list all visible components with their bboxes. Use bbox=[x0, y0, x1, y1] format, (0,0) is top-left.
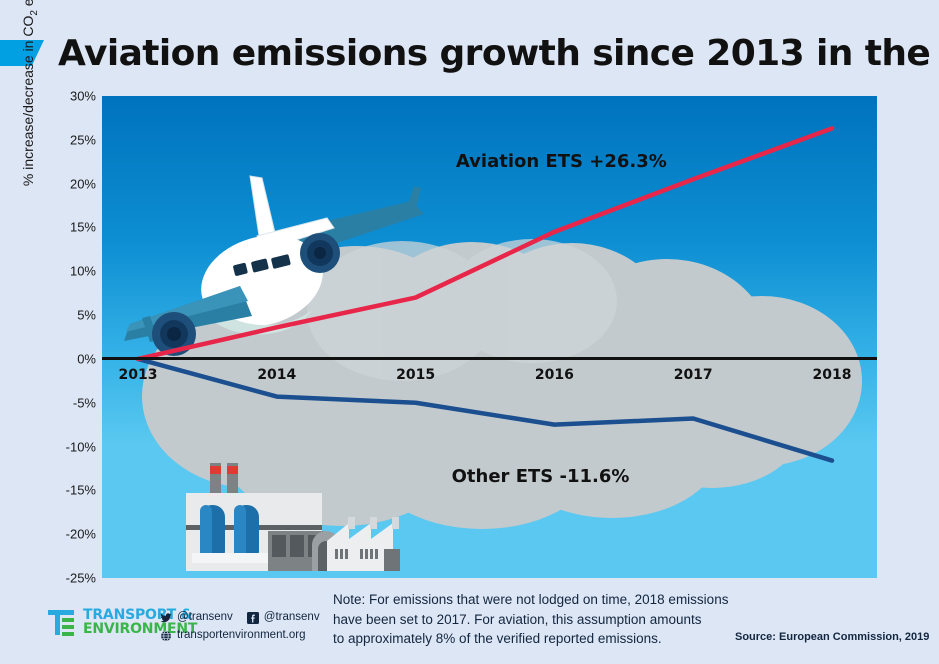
y-tick-label: 15% bbox=[69, 219, 96, 235]
x-tick-label: 2014 bbox=[257, 366, 297, 383]
x-tick-label: 2015 bbox=[396, 366, 436, 383]
y-tick-label: 10% bbox=[69, 263, 96, 279]
y-axis-ticks: 30% 25% 20% 15% 10% 5% 0% -5% -10% -15% -20% -25% bbox=[36, 88, 96, 590]
te-monogram-icon bbox=[48, 609, 74, 637]
chart-source: Source: European Commission, 2019 bbox=[735, 631, 930, 643]
chart-note: Note: For emissions that were not lodged… bbox=[333, 590, 728, 649]
twitter-link[interactable]: @transenv bbox=[160, 609, 233, 627]
series-annotation: Aviation ETS +26.3% bbox=[455, 150, 667, 172]
website-link[interactable]: transportenvironment.org bbox=[160, 627, 320, 645]
y-tick-label: 25% bbox=[69, 132, 96, 148]
chart-note-line-2: have been set to 2017. For aviation, thi… bbox=[333, 611, 702, 627]
series-line-aviation-ets bbox=[135, 126, 835, 362]
website-url: transportenvironment.org bbox=[177, 628, 306, 641]
y-tick-label: 20% bbox=[69, 176, 96, 192]
y-tick-label: -10% bbox=[65, 439, 96, 455]
y-axis-label-post: emissions bbox=[20, 0, 36, 10]
zero-axis-line bbox=[102, 357, 877, 361]
airplane-illustration bbox=[124, 175, 424, 356]
factory-illustration bbox=[186, 463, 400, 571]
y-tick-label: -15% bbox=[65, 482, 96, 498]
y-tick-label: 30% bbox=[69, 88, 96, 104]
x-tick-label: 2018 bbox=[812, 366, 852, 383]
chart-plot-area: 2013 2014 2015 2016 2017 2018 Aviation ETS +2… bbox=[102, 96, 877, 578]
series-line-other-ets bbox=[135, 356, 835, 463]
facebook-handle: @transenv bbox=[263, 611, 320, 623]
title-bar: Aviation emissions growth since 2013 in … bbox=[0, 30, 939, 76]
y-tick-label: 5% bbox=[77, 307, 96, 323]
y-tick-label: -5% bbox=[72, 395, 96, 411]
page-title: Aviation emissions growth since 2013 in … bbox=[58, 32, 939, 74]
y-tick-label: -25% bbox=[65, 570, 96, 586]
chart-note-line-1: Note: For emissions that were not lodged… bbox=[333, 592, 729, 607]
y-tick-label: 0% bbox=[77, 351, 96, 367]
chart-note-line-3: to approximately 8% of the verified repo… bbox=[333, 631, 662, 647]
facebook-link[interactable]: @transenv bbox=[246, 609, 320, 627]
chart-series-lines bbox=[135, 126, 835, 463]
x-tick-label: 2016 bbox=[534, 366, 574, 383]
social-links: @transenv @transenv transportenvironment… bbox=[160, 609, 320, 645]
twitter-handle: @transenv bbox=[177, 611, 233, 623]
y-tick-label: -20% bbox=[65, 526, 96, 542]
y-axis-label-sub: 2 bbox=[28, 10, 40, 16]
x-tick-label: 2013 bbox=[118, 366, 158, 383]
x-tick-label: 2017 bbox=[673, 366, 713, 383]
series-annotation: Other ETS -11.6% bbox=[451, 466, 630, 488]
globe-icon bbox=[161, 630, 171, 642]
twitter-icon bbox=[160, 613, 172, 623]
facebook-icon bbox=[246, 611, 259, 624]
y-axis-label-pre: % increase/decrease in CO bbox=[20, 15, 36, 187]
